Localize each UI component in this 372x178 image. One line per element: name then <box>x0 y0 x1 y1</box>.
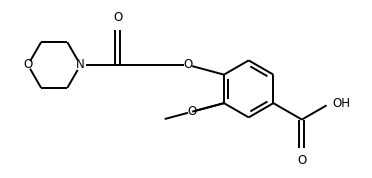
Text: O: O <box>297 154 307 167</box>
Text: OH: OH <box>332 97 350 110</box>
Text: O: O <box>183 59 193 72</box>
Text: N: N <box>76 59 85 72</box>
Text: O: O <box>113 11 122 24</box>
Text: O: O <box>187 105 197 118</box>
Text: O: O <box>23 59 32 72</box>
